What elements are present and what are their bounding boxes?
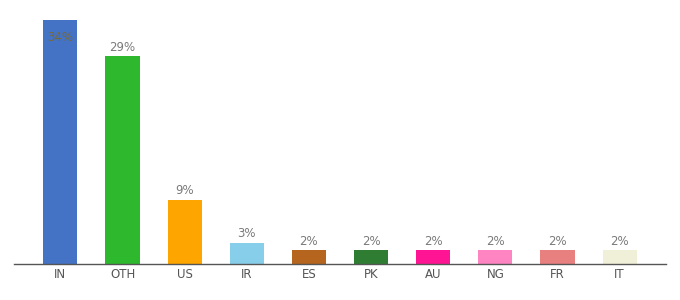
Bar	[354, 250, 388, 264]
Bar	[44, 20, 78, 264]
Bar	[105, 56, 139, 264]
Text: 2%: 2%	[611, 235, 629, 248]
Text: 2%: 2%	[486, 235, 505, 248]
Text: 2%: 2%	[362, 235, 380, 248]
Bar	[602, 250, 636, 264]
Bar	[230, 242, 264, 264]
Text: 29%: 29%	[109, 41, 135, 54]
Bar	[541, 250, 575, 264]
Text: 2%: 2%	[300, 235, 318, 248]
Text: 3%: 3%	[237, 227, 256, 240]
Text: 9%: 9%	[175, 184, 194, 197]
Text: 34%: 34%	[48, 31, 73, 44]
Bar	[416, 250, 450, 264]
Text: 2%: 2%	[548, 235, 567, 248]
Bar	[292, 250, 326, 264]
Bar	[478, 250, 513, 264]
Bar	[167, 200, 202, 264]
Text: 2%: 2%	[424, 235, 443, 248]
